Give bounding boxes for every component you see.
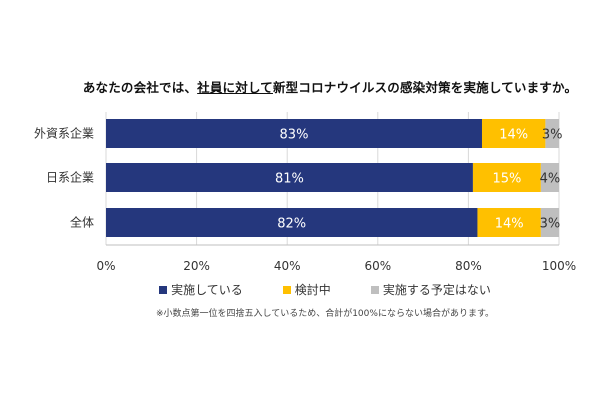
data-label: 14% xyxy=(495,217,524,232)
data-label: 83% xyxy=(280,128,309,143)
category-label: 日系企業 xyxy=(46,170,94,185)
x-tick-label: 60% xyxy=(364,259,391,273)
category-label: 全体 xyxy=(70,215,94,230)
data-label: 4% xyxy=(540,172,561,187)
data-label: 82% xyxy=(277,217,306,232)
x-tick-label: 40% xyxy=(274,259,301,273)
data-label: 15% xyxy=(492,172,521,187)
category-label: 外資系企業 xyxy=(34,126,94,141)
legend: 実施している 検討中 実施する予定はない xyxy=(0,281,600,298)
bar-segment xyxy=(545,119,559,148)
title-underlined-part: 社員に対して xyxy=(197,80,273,95)
legend-swatch xyxy=(282,285,291,294)
bar-segment xyxy=(106,119,482,148)
bar-segment xyxy=(477,208,541,237)
title-part: あなたの会社では、 xyxy=(82,80,198,95)
data-label: 3% xyxy=(540,217,561,232)
legend-swatch xyxy=(370,285,379,294)
legend-item: 実施している xyxy=(159,281,243,298)
legend-swatch xyxy=(159,285,168,294)
x-tick-label: 20% xyxy=(183,259,210,273)
data-label: 3% xyxy=(542,128,563,143)
bar-segment xyxy=(540,163,559,192)
legend-item: 実施する予定はない xyxy=(370,281,491,298)
footnote: ※小数点第一位を四捨五入しているため、合計が100%にならない場合があります。 xyxy=(155,309,495,319)
data-label: 14% xyxy=(499,128,528,143)
legend-label: 実施する予定はない xyxy=(382,283,491,297)
legend-item: 検討中 xyxy=(282,281,331,298)
x-tick-label: 0% xyxy=(96,259,115,273)
bar-segment xyxy=(106,163,473,192)
title-part: 新型コロナウイルスの感染対策を実施していますか。 xyxy=(272,80,578,95)
bar-segment xyxy=(481,119,546,148)
data-label: 81% xyxy=(275,172,304,187)
bar-segment xyxy=(472,163,541,192)
x-tick-label: 100% xyxy=(542,259,576,273)
bar-segment xyxy=(106,208,478,237)
legend-label: 実施している xyxy=(171,283,243,297)
chart-title: あなたの会社では、社員に対して新型コロナウイルスの感染対策を実施していますか。 xyxy=(0,77,600,96)
legend-label: 検討中 xyxy=(294,283,331,297)
x-tick-label: 80% xyxy=(455,259,482,273)
bar-segment xyxy=(540,208,559,237)
